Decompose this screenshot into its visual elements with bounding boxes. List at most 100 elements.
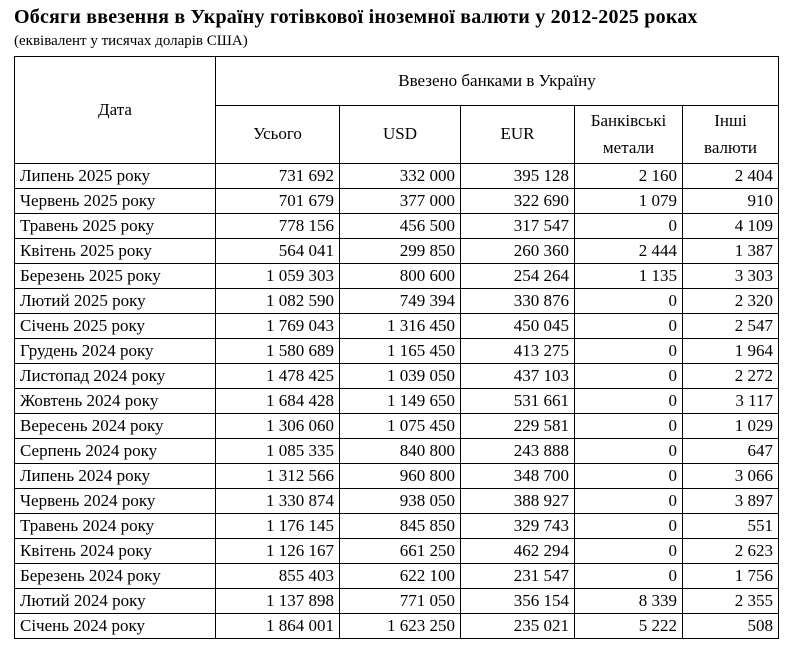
cell-bank-metals: 0 (574, 213, 683, 239)
cell-bank-metals: 0 (574, 413, 683, 439)
cell-eur: 388 927 (460, 488, 575, 514)
cell-total: 1 059 303 (215, 263, 340, 289)
cell-total: 1 769 043 (215, 313, 340, 339)
cell-bank-metals: 2 444 (574, 238, 683, 264)
cell-usd: 1 165 450 (339, 338, 461, 364)
cell-usd: 377 000 (339, 188, 461, 214)
cell-total: 1 176 145 (215, 513, 340, 539)
page-title: Обсяги ввезення в Україну готівкової іно… (14, 6, 698, 28)
cell-eur: 413 275 (460, 338, 575, 364)
cell-date: Червень 2024 року (14, 488, 216, 514)
cell-other-currencies: 1 029 (681, 413, 780, 439)
cell-eur: 462 294 (460, 538, 575, 564)
table-header: Дата Ввезено банками в Україну Усього US… (14, 56, 780, 164)
table-header-group-row: Дата Ввезено банками в Україну (14, 56, 780, 164)
cell-bank-metals: 0 (574, 488, 683, 514)
cell-usd: 1 149 650 (339, 388, 461, 414)
cell-usd: 845 850 (339, 513, 461, 539)
table-row: Січень 2025 року 1 769 043 1 316 450 450… (14, 313, 780, 339)
cell-total: 701 679 (215, 188, 340, 214)
cell-bank-metals: 2 160 (574, 163, 683, 189)
cell-eur: 254 264 (460, 263, 575, 289)
column-header-total: Усього (215, 105, 340, 164)
cell-bank-metals: 5 222 (574, 613, 683, 639)
cell-date: Листопад 2024 року (14, 363, 216, 389)
cell-usd: 299 850 (339, 238, 461, 264)
cell-bank-metals: 0 (574, 438, 683, 464)
cell-other-currencies: 508 (681, 613, 780, 639)
cell-other-currencies: 4 109 (681, 213, 780, 239)
table-row: Вересень 2024 року 1 306 060 1 075 450 2… (14, 413, 780, 439)
cell-date: Квітень 2024 року (14, 538, 216, 564)
table-row: Липень 2025 року 731 692 332 000 395 128… (14, 163, 780, 189)
table-row: Квітень 2024 року 1 126 167 661 250 462 … (14, 538, 780, 564)
group-header-imported-by-banks: Ввезено банками в Україну (214, 56, 780, 106)
cell-eur: 235 021 (460, 613, 575, 639)
cell-eur: 260 360 (460, 238, 575, 264)
table-row: Травень 2024 року 1 176 145 845 850 329 … (14, 513, 780, 539)
cell-usd: 1 075 450 (339, 413, 461, 439)
cell-date: Січень 2025 року (14, 313, 216, 339)
cell-other-currencies: 3 066 (681, 463, 780, 489)
cell-bank-metals: 0 (574, 388, 683, 414)
cell-other-currencies: 551 (681, 513, 780, 539)
table-row: Червень 2025 року 701 679 377 000 322 69… (14, 188, 780, 214)
cell-date: Січень 2024 року (14, 613, 216, 639)
cell-other-currencies: 910 (681, 188, 780, 214)
cell-bank-metals: 0 (574, 363, 683, 389)
cell-other-currencies: 1 964 (681, 338, 780, 364)
cell-other-currencies: 2 320 (681, 288, 780, 314)
cell-date: Грудень 2024 року (14, 338, 216, 364)
column-header-bank-metals: Банківські метали (574, 105, 683, 164)
cell-eur: 450 045 (460, 313, 575, 339)
cell-usd: 771 050 (339, 588, 461, 614)
cell-total: 1 684 428 (215, 388, 340, 414)
page-subtitle: (еквівалент у тисячах доларів США) (14, 33, 248, 49)
column-header-date: Дата (14, 56, 216, 164)
cell-date: Жовтень 2024 року (14, 388, 216, 414)
cell-usd: 622 100 (339, 563, 461, 589)
cell-date: Березень 2024 року (14, 563, 216, 589)
cell-total: 1 580 689 (215, 338, 340, 364)
cell-other-currencies: 3 897 (681, 488, 780, 514)
cell-eur: 330 876 (460, 288, 575, 314)
table-row: Грудень 2024 року 1 580 689 1 165 450 41… (14, 338, 780, 364)
table-row: Березень 2025 року 1 059 303 800 600 254… (14, 263, 780, 289)
cell-bank-metals: 0 (574, 338, 683, 364)
cell-usd: 1 623 250 (339, 613, 461, 639)
cell-bank-metals: 0 (574, 463, 683, 489)
cell-eur: 243 888 (460, 438, 575, 464)
cell-usd: 749 394 (339, 288, 461, 314)
table-header-sub-row: Усього USD EUR Банківські метали Інші ва… (15, 105, 780, 164)
table-row: Березень 2024 року 855 403 622 100 231 5… (14, 563, 780, 589)
cell-bank-metals: 0 (574, 563, 683, 589)
cell-usd: 960 800 (339, 463, 461, 489)
cell-other-currencies: 647 (681, 438, 780, 464)
cell-total: 1 082 590 (215, 288, 340, 314)
table-row: Травень 2025 року 778 156 456 500 317 54… (14, 213, 780, 239)
cell-eur: 531 661 (460, 388, 575, 414)
cell-other-currencies: 3 117 (681, 388, 780, 414)
cell-other-currencies: 2 547 (681, 313, 780, 339)
cell-other-currencies: 2 623 (681, 538, 780, 564)
cell-bank-metals: 1 079 (574, 188, 683, 214)
cell-total: 564 041 (215, 238, 340, 264)
column-header-usd: USD (339, 105, 461, 164)
cell-other-currencies: 1 756 (681, 563, 780, 589)
cell-eur: 437 103 (460, 363, 575, 389)
cell-bank-metals: 0 (574, 538, 683, 564)
cell-other-currencies: 3 303 (681, 263, 780, 289)
cell-bank-metals: 8 339 (574, 588, 683, 614)
table-row: Червень 2024 року 1 330 874 938 050 388 … (14, 488, 780, 514)
cell-usd: 1 039 050 (339, 363, 461, 389)
cell-usd: 840 800 (339, 438, 461, 464)
cell-bank-metals: 0 (574, 513, 683, 539)
cell-eur: 317 547 (460, 213, 575, 239)
cell-bank-metals: 0 (574, 313, 683, 339)
column-header-eur: EUR (460, 105, 575, 164)
cell-total: 731 692 (215, 163, 340, 189)
table-row: Січень 2024 року 1 864 001 1 623 250 235… (14, 613, 780, 639)
cell-other-currencies: 2 404 (681, 163, 780, 189)
cell-usd: 332 000 (339, 163, 461, 189)
cell-total: 1 330 874 (215, 488, 340, 514)
